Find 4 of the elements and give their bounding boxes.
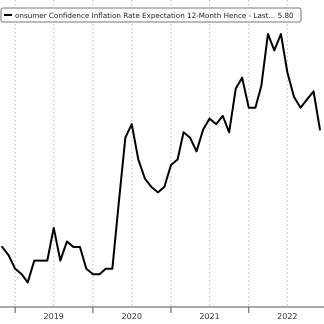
x-tick-label: 2021 (199, 312, 220, 321)
x-tick-label: 2020 (122, 312, 142, 321)
x-tick-label: 2019 (44, 312, 64, 321)
x-tick-label: 2022 (277, 312, 298, 321)
